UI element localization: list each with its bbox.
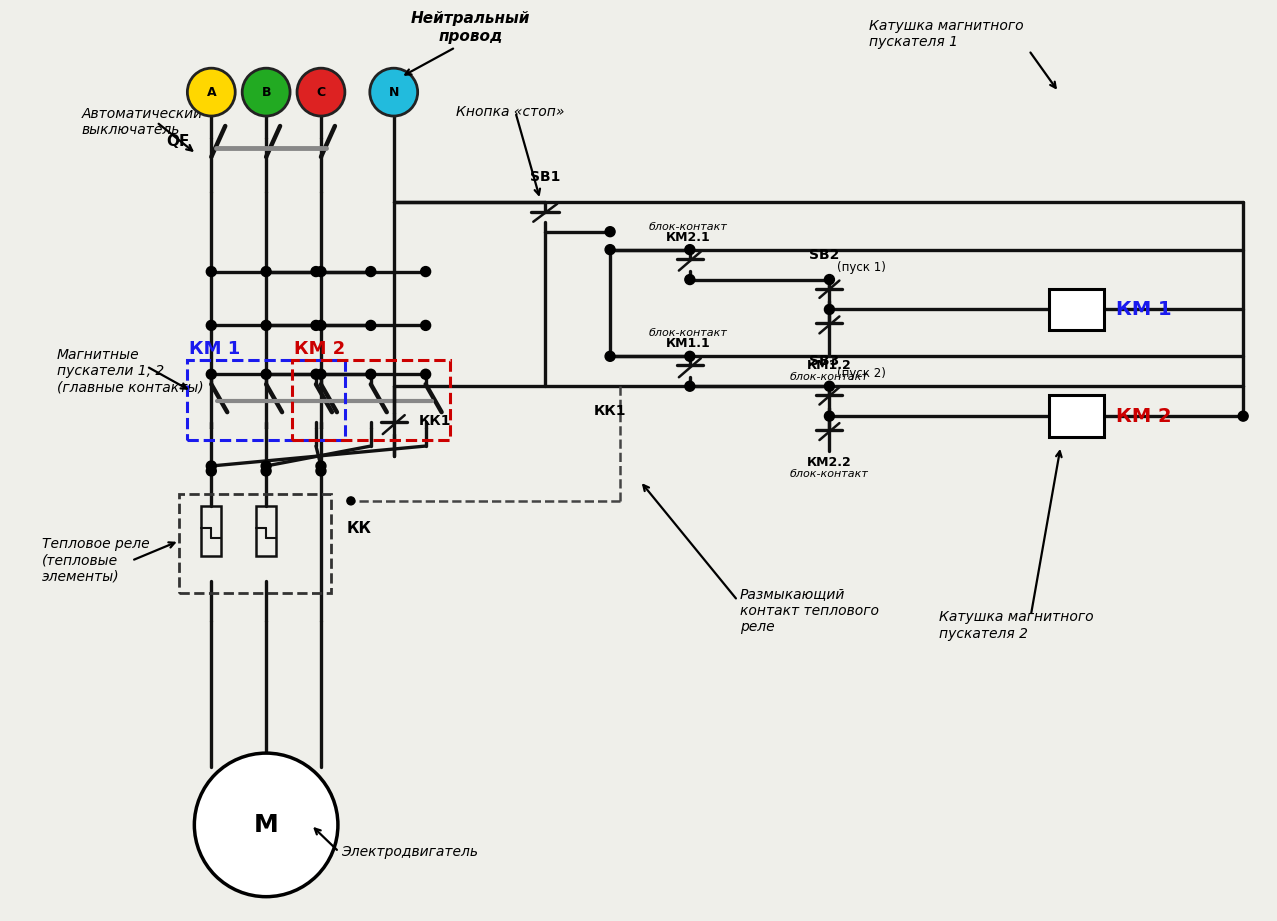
Circle shape xyxy=(315,266,326,276)
Text: КК1: КК1 xyxy=(594,404,626,418)
Text: A: A xyxy=(207,86,216,99)
Circle shape xyxy=(684,245,695,254)
Circle shape xyxy=(347,497,355,505)
Circle shape xyxy=(825,411,834,421)
Text: Кнопка «стоп»: Кнопка «стоп» xyxy=(456,105,564,119)
Bar xyxy=(257,506,276,555)
Circle shape xyxy=(207,321,216,331)
Circle shape xyxy=(188,68,235,116)
Text: QF: QF xyxy=(166,134,189,149)
Bar xyxy=(202,506,221,555)
Text: КМ1.2: КМ1.2 xyxy=(807,359,852,372)
Text: М: М xyxy=(254,813,278,837)
Circle shape xyxy=(261,369,271,379)
Bar xyxy=(1048,395,1103,437)
Text: Катушка магнитного
пускателя 2: Катушка магнитного пускателя 2 xyxy=(939,611,1093,641)
Text: блок-контакт: блок-контакт xyxy=(649,329,728,338)
Text: SB3: SB3 xyxy=(810,355,839,368)
Circle shape xyxy=(315,466,326,476)
Circle shape xyxy=(315,461,326,471)
Circle shape xyxy=(420,266,430,276)
Text: Автоматический
выключатель: Автоматический выключатель xyxy=(82,107,203,137)
Text: Магнитные
пускатели 1, 2
(главные контакты): Магнитные пускатели 1, 2 (главные контак… xyxy=(56,348,203,394)
Text: (пуск 1): (пуск 1) xyxy=(838,261,886,274)
Text: блок-контакт: блок-контакт xyxy=(790,469,868,479)
Text: блок-контакт: блок-контакт xyxy=(790,372,868,382)
Circle shape xyxy=(315,369,326,379)
Circle shape xyxy=(312,266,321,276)
Circle shape xyxy=(261,266,271,276)
Circle shape xyxy=(194,753,338,897)
Circle shape xyxy=(684,274,695,285)
Text: SB1: SB1 xyxy=(530,169,561,184)
Circle shape xyxy=(298,68,345,116)
Circle shape xyxy=(684,351,695,361)
Text: КМ 2: КМ 2 xyxy=(1116,407,1171,426)
Text: КМ2.2: КМ2.2 xyxy=(807,456,852,469)
Circle shape xyxy=(825,381,834,391)
Circle shape xyxy=(370,68,418,116)
Text: Электродвигатель: Электродвигатель xyxy=(341,845,478,858)
Text: C: C xyxy=(317,86,326,99)
Circle shape xyxy=(312,369,321,379)
Circle shape xyxy=(605,227,616,237)
Text: КМ 1: КМ 1 xyxy=(1116,300,1171,319)
Text: КМ1.1: КМ1.1 xyxy=(665,337,710,350)
Text: КК: КК xyxy=(347,520,372,536)
Circle shape xyxy=(243,68,290,116)
Circle shape xyxy=(312,321,321,331)
Circle shape xyxy=(207,466,216,476)
Text: Катушка магнитного
пускателя 1: Катушка магнитного пускателя 1 xyxy=(870,19,1024,50)
Text: блок-контакт: блок-контакт xyxy=(649,222,728,232)
Text: Размыкающий
контакт теплового
реле: Размыкающий контакт теплового реле xyxy=(739,588,879,634)
Text: КМ 1: КМ 1 xyxy=(189,340,240,358)
Circle shape xyxy=(207,369,216,379)
Bar xyxy=(1048,288,1103,331)
Text: КМ 2: КМ 2 xyxy=(294,340,345,358)
Text: Нейтральный
провод: Нейтральный провод xyxy=(411,11,530,43)
Text: (пуск 2): (пуск 2) xyxy=(838,367,886,380)
Circle shape xyxy=(207,266,216,276)
Circle shape xyxy=(315,321,326,331)
Text: Тепловое реле
(тепловые
элементы): Тепловое реле (тепловые элементы) xyxy=(42,538,149,584)
Circle shape xyxy=(261,461,271,471)
Circle shape xyxy=(684,381,695,391)
Circle shape xyxy=(365,321,375,331)
Circle shape xyxy=(420,321,430,331)
Circle shape xyxy=(261,466,271,476)
Circle shape xyxy=(1239,411,1248,421)
Circle shape xyxy=(825,305,834,314)
Text: КМ2.1: КМ2.1 xyxy=(665,230,710,244)
Text: B: B xyxy=(262,86,271,99)
Circle shape xyxy=(207,461,216,471)
Text: КК1: КК1 xyxy=(419,414,451,428)
Circle shape xyxy=(261,321,271,331)
Circle shape xyxy=(365,266,375,276)
Circle shape xyxy=(605,351,616,361)
Text: N: N xyxy=(388,86,398,99)
Circle shape xyxy=(420,369,430,379)
Text: SB2: SB2 xyxy=(810,248,839,262)
Circle shape xyxy=(365,369,375,379)
Circle shape xyxy=(605,245,616,254)
Circle shape xyxy=(825,274,834,285)
